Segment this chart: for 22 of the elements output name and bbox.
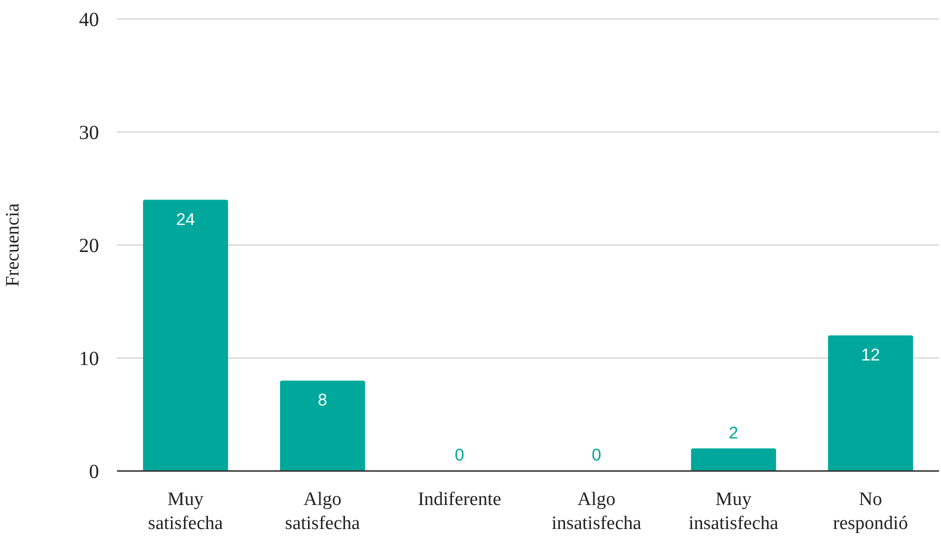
y-tick-label: 10 xyxy=(79,348,99,370)
bar xyxy=(143,200,228,471)
y-tick-label: 30 xyxy=(79,122,99,144)
data-label: 0 xyxy=(592,446,602,464)
x-tick-label: No respondió xyxy=(833,489,908,534)
x-tick-label: Muy satisfecha xyxy=(148,489,224,534)
x-tick-label: Algo satisfecha xyxy=(285,489,361,534)
bar xyxy=(828,335,914,471)
y-tick-label: 40 xyxy=(79,9,99,32)
y-tick-label: 20 xyxy=(79,235,99,258)
bar xyxy=(691,448,776,471)
x-tick-label: Muy insatisfecha xyxy=(688,489,779,534)
x-tick-label: Indiferente xyxy=(418,489,502,510)
data-label: 2 xyxy=(728,423,738,442)
data-label: 8 xyxy=(318,390,328,410)
x-tick-label: Algo insatisfecha xyxy=(552,489,642,534)
y-axis-title: Frecuencia xyxy=(2,202,24,287)
y-tick-label: 0 xyxy=(89,461,99,484)
data-label: 24 xyxy=(176,210,195,229)
data-label: 0 xyxy=(454,446,464,464)
data-label: 12 xyxy=(861,345,880,364)
bar xyxy=(280,380,366,471)
